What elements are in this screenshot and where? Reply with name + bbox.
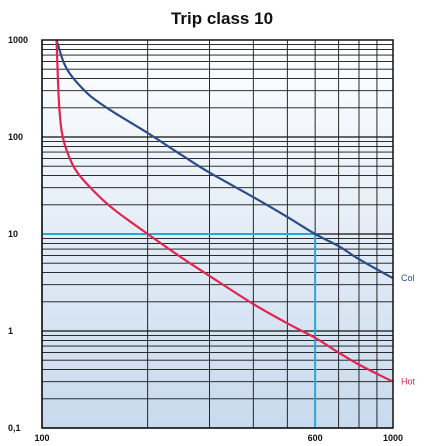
series-line-hot [55, 39, 394, 383]
y-tick-label: 0,1 [8, 423, 21, 433]
x-tick-label: 100 [34, 433, 49, 443]
series-labels: Col Hot [401, 273, 416, 386]
series-label-col: Col [401, 273, 415, 283]
reference-lines [42, 233, 317, 428]
series-lines [55, 39, 394, 383]
tick-labels: 1000 100 10 1 0,1 100 600 1000 [8, 35, 403, 443]
series-label-hot: Hot [401, 377, 416, 387]
y-tick-label: 100 [8, 132, 23, 142]
y-tick-label: 1000 [8, 35, 28, 45]
grid [41, 40, 393, 429]
plot-frame [41, 39, 394, 429]
series-line-col [55, 39, 394, 280]
x-tick-label: 1000 [383, 433, 403, 443]
y-tick-label: 1 [8, 326, 13, 336]
x-tick-label: 600 [308, 433, 323, 443]
chart-title: Trip class 10 [171, 9, 273, 28]
y-tick-label: 10 [8, 229, 18, 239]
